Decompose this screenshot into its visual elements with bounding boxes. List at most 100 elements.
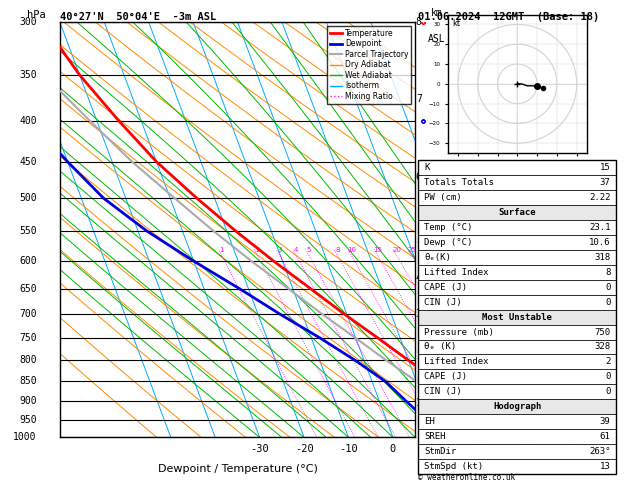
Bar — [418, 220, 616, 235]
Text: 0: 0 — [605, 283, 611, 292]
Text: 2: 2 — [416, 351, 421, 361]
Text: 15: 15 — [373, 247, 382, 253]
Text: Hodograph: Hodograph — [493, 402, 542, 411]
Text: StmDir: StmDir — [424, 447, 457, 456]
Text: CIN (J): CIN (J) — [424, 298, 462, 307]
Text: 8: 8 — [335, 247, 340, 253]
Text: 750: 750 — [594, 328, 611, 336]
Text: 300: 300 — [19, 17, 36, 27]
Text: 5: 5 — [307, 247, 311, 253]
Text: 01.06.2024  12GMT  (Base: 18): 01.06.2024 12GMT (Base: 18) — [418, 12, 599, 22]
Bar — [418, 175, 616, 190]
Bar — [418, 354, 616, 369]
Text: 3: 3 — [416, 309, 421, 319]
Bar — [418, 310, 616, 325]
Text: © weatheronline.co.uk: © weatheronline.co.uk — [418, 473, 515, 482]
Text: Dewp (°C): Dewp (°C) — [424, 238, 472, 247]
Bar — [418, 384, 616, 399]
Text: CIN (J): CIN (J) — [424, 387, 462, 396]
Text: θₑ(K): θₑ(K) — [424, 253, 451, 262]
Text: -20: -20 — [295, 444, 313, 453]
Text: 10: 10 — [347, 247, 356, 253]
Text: PW (cm): PW (cm) — [424, 193, 462, 202]
Text: 950: 950 — [19, 415, 36, 425]
Text: SREH: SREH — [424, 432, 446, 441]
Text: Lifted Index: Lifted Index — [424, 357, 489, 366]
Legend: Temperature, Dewpoint, Parcel Trajectory, Dry Adiabat, Wet Adiabat, Isotherm, Mi: Temperature, Dewpoint, Parcel Trajectory… — [327, 26, 411, 104]
Text: 0: 0 — [390, 444, 396, 453]
Text: Lifted Index: Lifted Index — [424, 268, 489, 277]
Text: 450: 450 — [19, 157, 36, 167]
Text: 7: 7 — [416, 94, 421, 104]
Text: Dewpoint / Temperature (°C): Dewpoint / Temperature (°C) — [157, 465, 318, 474]
Text: 900: 900 — [19, 396, 36, 406]
Text: 40°27'N  50°04'E  -3m ASL: 40°27'N 50°04'E -3m ASL — [60, 12, 216, 22]
Text: 1000: 1000 — [13, 433, 36, 442]
Text: 4: 4 — [294, 247, 298, 253]
Text: 0: 0 — [605, 372, 611, 382]
Text: -10: -10 — [339, 444, 358, 453]
Bar — [418, 429, 616, 444]
Text: hPa: hPa — [27, 10, 46, 20]
Text: 30: 30 — [520, 444, 532, 453]
Bar — [418, 295, 616, 310]
Text: Most Unstable: Most Unstable — [482, 312, 552, 322]
Text: StmSpd (kt): StmSpd (kt) — [424, 462, 483, 471]
Text: 650: 650 — [19, 284, 36, 294]
Text: 10: 10 — [431, 444, 443, 453]
Bar — [418, 459, 616, 474]
Bar — [418, 444, 616, 459]
Text: 318: 318 — [594, 253, 611, 262]
Text: 61: 61 — [599, 432, 611, 441]
Text: 800: 800 — [19, 355, 36, 365]
Text: 8: 8 — [605, 268, 611, 277]
Text: 500: 500 — [19, 193, 36, 203]
Text: 550: 550 — [19, 226, 36, 236]
Text: Surface: Surface — [499, 208, 536, 217]
Text: 850: 850 — [19, 376, 36, 386]
Bar — [418, 369, 616, 384]
Text: Mixing Ratio (g/kg): Mixing Ratio (g/kg) — [446, 187, 455, 273]
Text: θₑ (K): θₑ (K) — [424, 343, 457, 351]
Text: km: km — [431, 8, 442, 17]
Text: 23.1: 23.1 — [589, 223, 611, 232]
Text: 4: 4 — [416, 273, 421, 283]
Text: ASL: ASL — [428, 35, 445, 44]
Text: 10.6: 10.6 — [589, 238, 611, 247]
Text: 25: 25 — [408, 247, 416, 253]
Bar — [418, 325, 616, 340]
Text: 37: 37 — [599, 178, 611, 187]
Text: 5: 5 — [416, 235, 421, 245]
Text: 20: 20 — [392, 247, 401, 253]
Text: 750: 750 — [19, 333, 36, 343]
Text: 8: 8 — [416, 17, 421, 27]
Text: 1: 1 — [220, 247, 224, 253]
Bar — [418, 160, 616, 175]
Text: kt: kt — [452, 18, 460, 28]
Text: 700: 700 — [19, 309, 36, 319]
Text: 2: 2 — [255, 247, 260, 253]
Bar — [418, 205, 616, 220]
Text: LCL: LCL — [416, 377, 431, 386]
Bar — [418, 414, 616, 429]
Text: 39: 39 — [599, 417, 611, 426]
Text: 263°: 263° — [589, 447, 611, 456]
Bar — [418, 265, 616, 280]
Text: 13: 13 — [599, 462, 611, 471]
Text: Totals Totals: Totals Totals — [424, 178, 494, 187]
Text: 350: 350 — [19, 70, 36, 80]
Bar — [418, 399, 616, 414]
Text: 3: 3 — [277, 247, 282, 253]
Text: 600: 600 — [19, 256, 36, 266]
Text: CAPE (J): CAPE (J) — [424, 372, 467, 382]
Bar — [418, 235, 616, 250]
Text: Temp (°C): Temp (°C) — [424, 223, 472, 232]
Text: 328: 328 — [594, 343, 611, 351]
Text: Pressure (mb): Pressure (mb) — [424, 328, 494, 336]
Text: K: K — [424, 163, 430, 173]
Bar — [418, 250, 616, 265]
Text: 1: 1 — [416, 398, 421, 408]
Text: 40: 40 — [564, 444, 577, 453]
Bar — [418, 340, 616, 354]
Text: 0: 0 — [605, 298, 611, 307]
